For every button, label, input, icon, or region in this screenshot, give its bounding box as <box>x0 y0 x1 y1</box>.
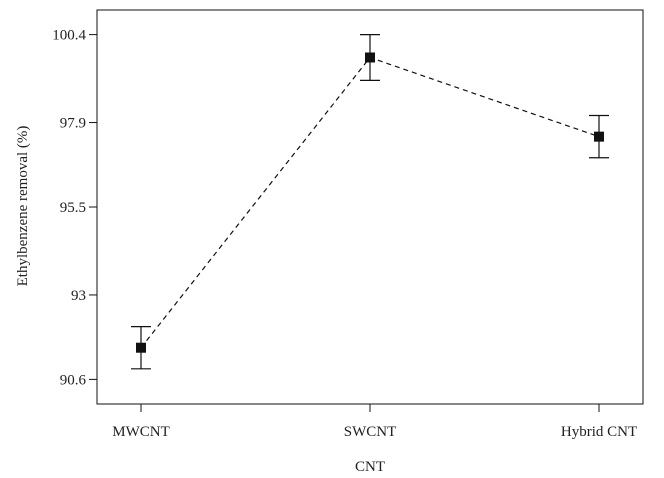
data-point <box>365 52 375 63</box>
x-tick-label: Hybrid CNT <box>561 424 637 440</box>
data-point <box>594 131 604 142</box>
series-0 <box>131 34 609 370</box>
y-tick-label: 97.9 <box>60 116 86 132</box>
y-tick-label: 93 <box>71 288 86 304</box>
y-tick-label: 90.6 <box>60 372 87 388</box>
x-axis: MWCNT SWCNT Hybrid CNT <box>112 404 637 440</box>
y-tick-label: 95.5 <box>60 200 86 216</box>
y-axis-title: Ethylbenzene removal (%) <box>15 126 31 287</box>
data-point <box>136 342 146 353</box>
y-axis: 90.6 93 95.5 97.9 100.4 <box>52 28 97 388</box>
series-line <box>140 56 600 349</box>
y-tick-label: 100.4 <box>52 28 86 44</box>
x-tick-label: SWCNT <box>344 424 397 440</box>
x-axis-title: CNT <box>355 459 385 475</box>
x-tick-label: MWCNT <box>112 424 170 440</box>
